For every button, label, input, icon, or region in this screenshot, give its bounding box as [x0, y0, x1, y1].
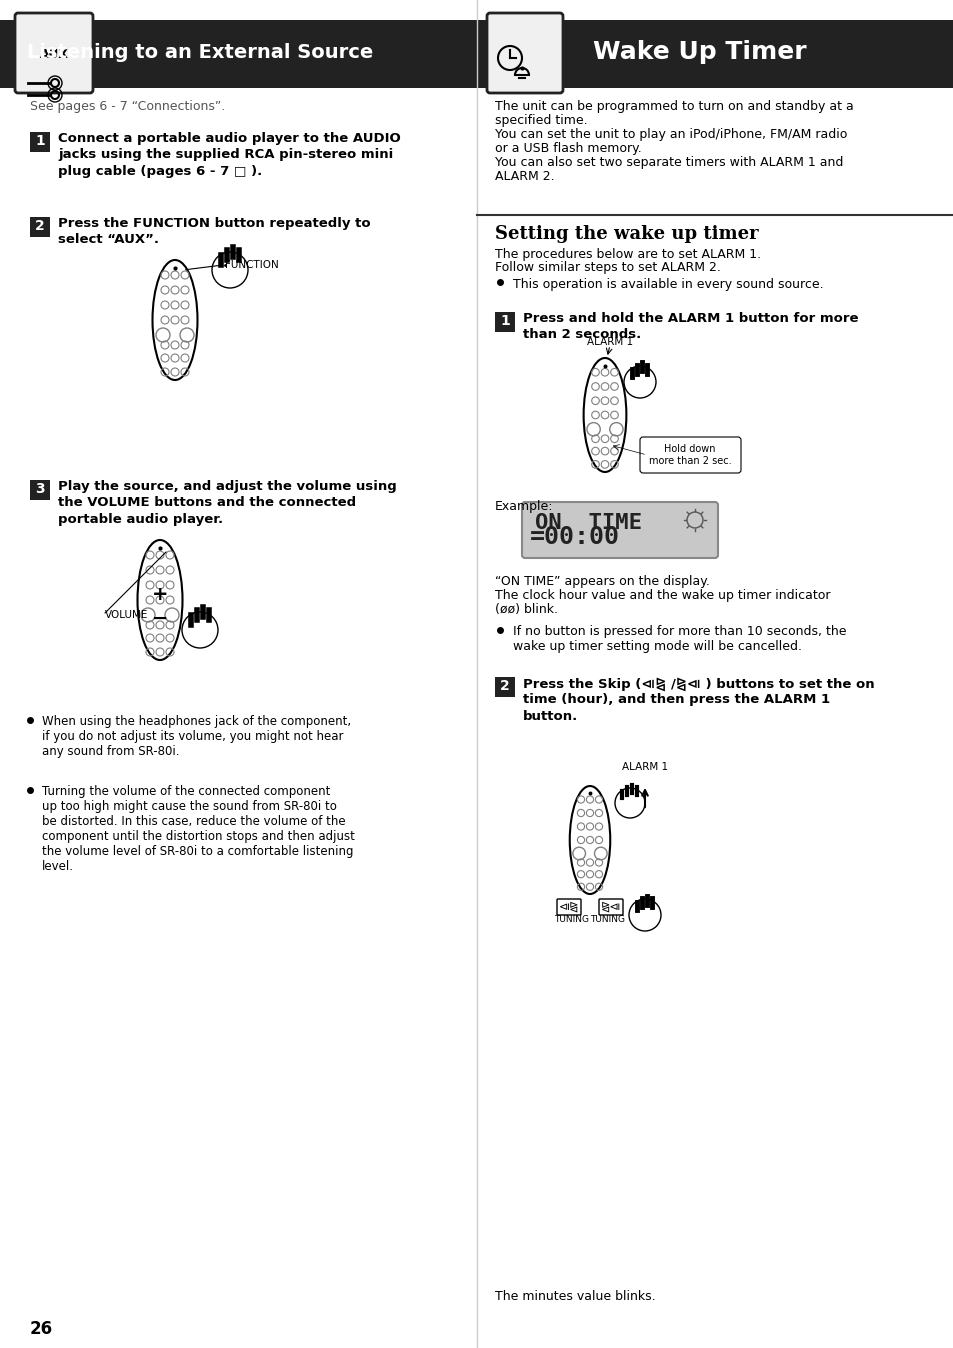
Text: This operation is available in every sound source.: This operation is available in every sou… — [513, 278, 822, 291]
Circle shape — [628, 899, 660, 931]
Text: If no button is pressed for more than 10 seconds, the
wake up timer setting mode: If no button is pressed for more than 10… — [513, 625, 845, 652]
Text: Press the Skip (⧏⧎ /⧎⧏ ) buttons to set the on: Press the Skip (⧏⧎ /⧎⧏ ) buttons to set … — [522, 677, 874, 690]
Bar — [30, 480, 50, 500]
Bar — [0, 20, 476, 88]
Text: −: − — [152, 608, 168, 628]
Ellipse shape — [569, 786, 610, 894]
Text: 26: 26 — [30, 1320, 53, 1339]
Text: 2: 2 — [35, 218, 45, 233]
Text: Hold down
more than 2 sec.: Hold down more than 2 sec. — [648, 445, 731, 466]
Text: Listening to an External Source: Listening to an External Source — [27, 43, 373, 62]
Text: The unit can be programmed to turn on and standby at a: The unit can be programmed to turn on an… — [495, 100, 853, 113]
Text: Press the FUNCTION button repeatedly to: Press the FUNCTION button repeatedly to — [58, 217, 370, 231]
Text: =00:00: =00:00 — [530, 524, 619, 549]
Text: TUNING: TUNING — [554, 915, 589, 923]
Text: The clock hour value and the wake up timer indicator: The clock hour value and the wake up tim… — [495, 589, 830, 603]
Text: 1: 1 — [35, 133, 45, 148]
Text: The procedures below are to set ALARM 1.: The procedures below are to set ALARM 1. — [495, 248, 760, 262]
FancyBboxPatch shape — [521, 501, 718, 558]
Circle shape — [212, 252, 248, 288]
Text: ON  TIME: ON TIME — [535, 514, 641, 532]
Text: ALARM 1: ALARM 1 — [621, 762, 667, 772]
Ellipse shape — [137, 541, 182, 661]
FancyBboxPatch shape — [639, 437, 740, 473]
FancyBboxPatch shape — [557, 899, 580, 915]
Circle shape — [686, 512, 702, 528]
Text: portable audio player.: portable audio player. — [58, 514, 223, 526]
Text: Example:: Example: — [495, 500, 553, 514]
Ellipse shape — [152, 260, 197, 380]
Text: Follow similar steps to set ALARM 2.: Follow similar steps to set ALARM 2. — [495, 262, 720, 274]
Text: 3: 3 — [35, 483, 45, 496]
Text: Connect a portable audio player to the AUDIO: Connect a portable audio player to the A… — [58, 132, 400, 146]
Text: See pages 6 - 7 “Connections”.: See pages 6 - 7 “Connections”. — [30, 100, 225, 113]
Circle shape — [182, 612, 218, 648]
Bar — [30, 132, 50, 152]
Text: Press and hold the ALARM 1 button for more: Press and hold the ALARM 1 button for mo… — [522, 311, 858, 325]
Text: ⧏⧎: ⧏⧎ — [558, 902, 578, 913]
Text: +: + — [152, 585, 168, 604]
Bar — [476, 20, 953, 88]
Text: The minutes value blinks.: The minutes value blinks. — [495, 1290, 655, 1304]
Text: 1: 1 — [499, 314, 509, 328]
Text: specified time.: specified time. — [495, 115, 587, 127]
Bar — [495, 677, 515, 697]
Text: the VOLUME buttons and the connected: the VOLUME buttons and the connected — [58, 496, 355, 510]
Text: When using the headphones jack of the component,
if you do not adjust its volume: When using the headphones jack of the co… — [42, 714, 351, 758]
Text: plug cable (pages 6 - 7 □ ).: plug cable (pages 6 - 7 □ ). — [58, 164, 262, 178]
Text: “ON TIME” appears on the display.: “ON TIME” appears on the display. — [495, 576, 709, 588]
Bar — [30, 217, 50, 237]
Text: jacks using the supplied RCA pin-stereo mini: jacks using the supplied RCA pin-stereo … — [58, 148, 393, 160]
Text: 2: 2 — [499, 679, 509, 693]
Text: or a USB flash memory.: or a USB flash memory. — [495, 142, 641, 155]
Text: than 2 seconds.: than 2 seconds. — [522, 328, 640, 341]
Text: ⧎⧏: ⧎⧏ — [600, 902, 620, 913]
FancyBboxPatch shape — [15, 13, 92, 93]
Text: AUX: AUX — [39, 47, 69, 61]
Text: select “AUX”.: select “AUX”. — [58, 233, 159, 245]
Text: Wake Up Timer: Wake Up Timer — [593, 40, 806, 63]
Ellipse shape — [583, 359, 626, 472]
Text: time (hour), and then press the ALARM 1: time (hour), and then press the ALARM 1 — [522, 693, 829, 706]
Text: Play the source, and adjust the volume using: Play the source, and adjust the volume u… — [58, 480, 396, 493]
FancyBboxPatch shape — [598, 899, 622, 915]
Text: Turning the volume of the connected component
up too high might cause the sound : Turning the volume of the connected comp… — [42, 785, 355, 874]
Circle shape — [615, 789, 644, 818]
Text: ALARM 1: ALARM 1 — [586, 337, 633, 346]
Text: ALARM 2.: ALARM 2. — [495, 170, 554, 183]
FancyBboxPatch shape — [486, 13, 562, 93]
Text: Setting the wake up timer: Setting the wake up timer — [495, 225, 758, 243]
Text: You can set the unit to play an iPod/iPhone, FM/AM radio: You can set the unit to play an iPod/iPh… — [495, 128, 846, 142]
Text: FUNCTION: FUNCTION — [225, 260, 278, 270]
Bar — [495, 311, 515, 332]
Text: (øø) blink.: (øø) blink. — [495, 603, 558, 616]
Circle shape — [623, 367, 656, 398]
Text: button.: button. — [522, 710, 578, 723]
Text: VOLUME: VOLUME — [105, 611, 149, 620]
Text: You can also set two separate timers with ALARM 1 and: You can also set two separate timers wit… — [495, 156, 842, 168]
Text: TUNING: TUNING — [590, 915, 625, 923]
